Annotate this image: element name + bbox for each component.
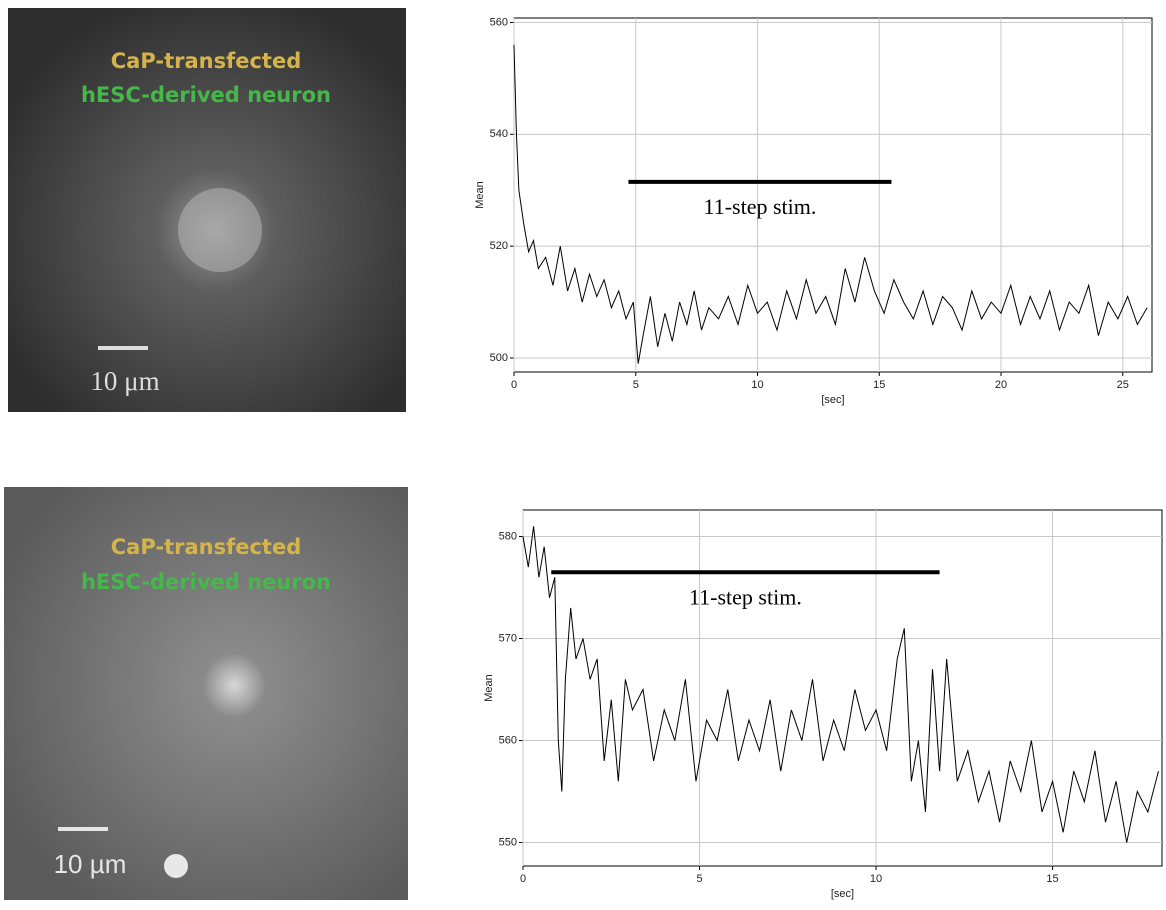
image-label: CaP-transfected [111,49,301,73]
chart: 500 520 540 560 0 5 10 15 20 25 [sec] Mean 11-step s… [474,16,1153,406]
x-tick-label: 15 [873,379,885,391]
micrograph: CaP-transfected hESC-derived neuron 10 µ… [4,487,408,900]
x-tick-label: 0 [520,873,526,885]
y-tick-label: 540 [490,128,508,140]
image [4,487,408,900]
x-tick-label: 25 [1117,379,1129,391]
x-axis-label: [sec] [821,394,844,406]
scale-label: 10 µm [54,849,127,879]
x-tick-label: 0 [511,379,517,391]
soma [178,188,262,272]
x-tick-label: 5 [696,873,702,885]
y-tick-label: 500 [490,352,508,364]
micrograph: CaP-transfected hESC-derived neuron 10 μ… [8,8,406,412]
cell-spot [164,854,188,878]
x-tick-label: 20 [995,379,1007,391]
y-tick-label: 580 [499,530,517,542]
data-line [513,44,1148,364]
y-tick-label: 560 [490,16,508,28]
y-tick-label: 550 [499,836,517,848]
y-tick-label: 560 [499,734,517,746]
scale-label: 10 μm [90,366,159,396]
annotation: 11-step stim. [704,194,817,219]
x-tick-label: 15 [1046,873,1058,885]
image-label: CaP-transfected [111,535,301,559]
y-tick-label: 570 [499,632,517,644]
y-tick-label: 520 [490,240,508,252]
image-label: hESC-derived neuron [81,570,331,594]
x-tick-label: 10 [870,873,882,885]
chart: 550 560 570 580 0 5 10 15 [sec] Mean 11-step stim. [483,509,1163,900]
annotation: 11-step stim. [689,584,802,609]
y-axis-label: Mean [474,181,486,209]
y-axis-label: Mean [483,674,495,702]
x-tick-label: 10 [751,379,763,391]
x-axis-label: [sec] [831,888,854,900]
plot-area [522,509,1163,867]
image-label: hESC-derived neuron [81,83,331,107]
data-line [522,526,1159,843]
x-tick-label: 5 [633,379,639,391]
